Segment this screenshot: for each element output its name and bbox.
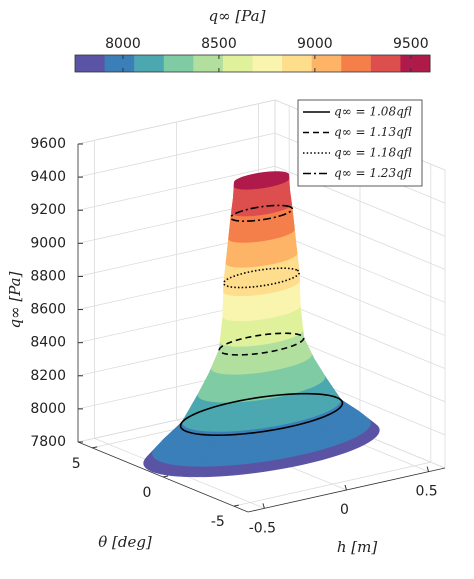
colorbar-frame [74, 54, 431, 73]
contour-line [179, 392, 344, 436]
z-tick-label: 9000 [30, 235, 66, 251]
y-tick [162, 475, 169, 478]
z-tick-label: 8400 [30, 335, 66, 351]
z-tick-label: 8600 [30, 302, 66, 318]
colorbar-segment [134, 55, 165, 72]
colorbar-tick-label: 9000 [297, 36, 333, 52]
contour-line [222, 267, 301, 289]
legend-label: q∞ = 1.13qfl [334, 125, 412, 139]
z-tick-label: 8200 [30, 368, 66, 384]
colorbar-segment [341, 55, 372, 72]
z-tick-label: 9600 [30, 136, 66, 152]
y-tick [92, 446, 98, 449]
legend-box [297, 99, 423, 187]
colorbar-tick-label: 8500 [201, 36, 237, 52]
legend-label: q∞ = 1.23qfl [334, 166, 412, 180]
x-tick-label: -0.5 [249, 520, 276, 536]
contour-line [218, 332, 305, 356]
colorbar-segment [193, 55, 224, 72]
x-tick [426, 466, 430, 472]
x-tick-label: 0 [340, 502, 349, 518]
colorbar-segment [252, 55, 283, 72]
x-tick [262, 503, 265, 509]
contour-line [229, 204, 294, 222]
colorbar-segment [311, 55, 342, 72]
x-tick [344, 484, 347, 491]
colorbar-segment [222, 55, 253, 72]
y-axis-label: θ [deg] [98, 533, 152, 551]
y-tick-label: 0 [143, 485, 152, 501]
x-axis-label: h [m] [337, 538, 378, 556]
z-tick-label: 9200 [30, 202, 66, 218]
y-tick-label: -5 [211, 514, 225, 530]
z-tick-label: 9400 [30, 169, 66, 185]
z-tick-label: 7800 [30, 434, 66, 450]
z-tick-label: 8000 [30, 401, 66, 417]
x-tick-label: 0.5 [415, 484, 437, 500]
colorbar-segment [400, 55, 431, 72]
legend-label: q∞ = 1.18qfl [334, 146, 412, 160]
colorbar-segment [75, 55, 106, 72]
colorbar-label: q∞ [Pa] [209, 7, 266, 25]
z-tick-label: 8800 [30, 268, 66, 284]
colorbar-segment [370, 55, 401, 72]
legend-label: q∞ = 1.08qfl [334, 105, 412, 119]
y-tick-label: 5 [72, 456, 81, 472]
colorbar-segment [104, 55, 135, 72]
colorbar-tick-label: 8000 [105, 36, 141, 52]
y-tick [233, 504, 239, 507]
grid-line [94, 140, 265, 509]
colorbar-segment [163, 55, 194, 72]
surface-cap [234, 171, 289, 186]
colorbar-tick-label: 9500 [393, 36, 429, 52]
colorbar-segment [282, 55, 313, 72]
z-axis-label: q∞ [Pa] [6, 271, 24, 328]
grid-line [77, 165, 446, 237]
grid-line [233, 164, 432, 507]
